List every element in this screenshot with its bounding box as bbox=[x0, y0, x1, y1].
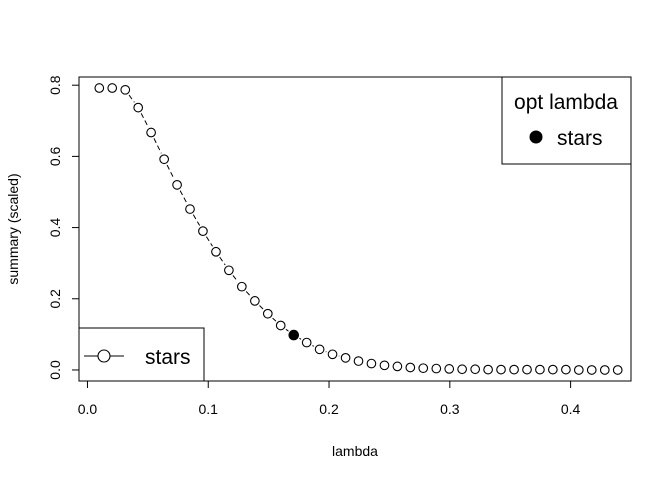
legend-opt-lambda-box bbox=[501, 76, 632, 165]
x-tick-label: 0.1 bbox=[199, 401, 219, 417]
y-tick-label: 0.8 bbox=[47, 75, 63, 95]
legend-opt-lambda-title: opt lambda bbox=[514, 91, 618, 114]
series-line-segment bbox=[205, 236, 213, 247]
data-point bbox=[211, 246, 221, 257]
data-point bbox=[340, 353, 351, 363]
optimal-point bbox=[288, 329, 300, 341]
data-point bbox=[146, 127, 156, 138]
data-point bbox=[224, 265, 234, 276]
data-point bbox=[431, 363, 442, 374]
data-point bbox=[301, 337, 312, 348]
data-point bbox=[548, 364, 558, 375]
data-point bbox=[366, 358, 377, 369]
data-point bbox=[353, 356, 364, 366]
series-line-segment bbox=[166, 164, 175, 180]
series-line-segment bbox=[153, 138, 162, 154]
x-tick-label: 0.2 bbox=[319, 401, 339, 417]
x-tick-label: 0.4 bbox=[561, 401, 581, 417]
data-point bbox=[586, 365, 597, 375]
data-point bbox=[133, 102, 144, 113]
data-point bbox=[172, 180, 182, 190]
data-point bbox=[236, 281, 247, 292]
series-points-stars bbox=[94, 83, 623, 375]
x-axis-title: lambda bbox=[332, 443, 378, 459]
data-point bbox=[185, 204, 195, 214]
y-axis: 0.0 0.2 0.4 0.6 0.8 bbox=[47, 75, 80, 380]
data-point bbox=[262, 308, 273, 319]
data-point bbox=[107, 83, 118, 93]
series-line-segment bbox=[219, 256, 226, 266]
data-point bbox=[444, 364, 455, 374]
series-line-stars bbox=[128, 94, 340, 357]
series-line-segment bbox=[128, 94, 135, 103]
data-point bbox=[470, 364, 481, 375]
y-tick-label: 0.4 bbox=[47, 218, 63, 238]
series-line-segment bbox=[272, 317, 277, 322]
data-point bbox=[159, 154, 170, 165]
legend-opt-lambda-filled-circle-symbol bbox=[529, 130, 543, 144]
series-line-segment bbox=[179, 190, 188, 204]
legend-series-circle-symbol bbox=[97, 349, 111, 363]
data-point bbox=[198, 226, 208, 236]
data-point bbox=[535, 364, 545, 375]
data-point bbox=[457, 364, 467, 375]
optimal-point-marker bbox=[288, 329, 300, 341]
data-point bbox=[314, 344, 325, 355]
series-line-segment bbox=[259, 305, 264, 310]
data-point bbox=[120, 84, 131, 95]
data-point bbox=[496, 364, 506, 375]
data-point bbox=[275, 320, 286, 331]
data-point bbox=[483, 364, 493, 375]
data-point bbox=[612, 365, 623, 375]
data-point bbox=[573, 365, 584, 375]
data-point bbox=[418, 363, 429, 374]
legend-opt-lambda: opt lambda stars bbox=[501, 76, 632, 165]
x-tick-label: 0.3 bbox=[440, 401, 460, 417]
y-tick-label: 0.0 bbox=[47, 360, 63, 380]
data-point bbox=[392, 361, 403, 372]
y-tick-label: 0.2 bbox=[47, 289, 63, 309]
legend-series-label: stars bbox=[145, 346, 191, 369]
legend-series: stars bbox=[78, 327, 205, 382]
series-line-segment bbox=[245, 291, 251, 297]
data-point bbox=[250, 296, 260, 306]
series-line-segment bbox=[232, 275, 239, 282]
x-tick-label: 0.0 bbox=[78, 401, 98, 417]
y-axis-title: summary (scaled) bbox=[5, 173, 21, 284]
data-point bbox=[561, 364, 571, 375]
data-point bbox=[405, 362, 416, 373]
series-line-segment bbox=[140, 113, 149, 127]
data-point bbox=[599, 365, 610, 375]
data-point bbox=[379, 360, 390, 371]
series-line-segment bbox=[299, 337, 302, 340]
y-tick-label: 0.6 bbox=[47, 146, 63, 166]
legend-opt-lambda-label: stars bbox=[557, 127, 603, 150]
data-point bbox=[522, 364, 532, 375]
data-point bbox=[509, 364, 519, 375]
data-point bbox=[94, 83, 105, 93]
series-line-segment bbox=[285, 328, 289, 332]
x-axis: 0.0 0.1 0.2 0.3 0.4 bbox=[78, 380, 581, 417]
data-point bbox=[327, 349, 338, 360]
series-line-segment bbox=[192, 214, 201, 226]
series-line-segment bbox=[312, 345, 315, 347]
